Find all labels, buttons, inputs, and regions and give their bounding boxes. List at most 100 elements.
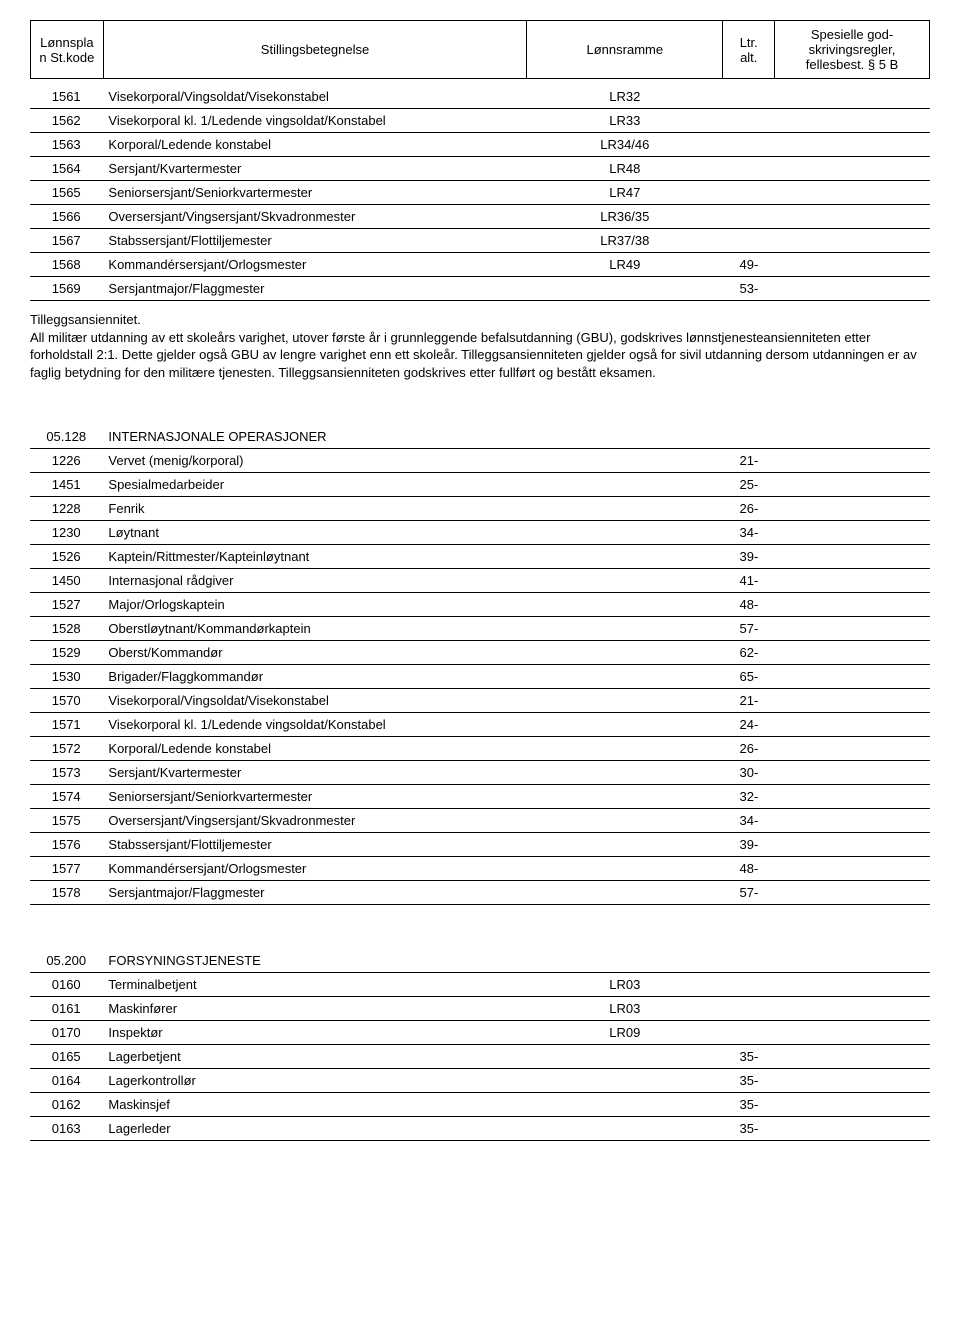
cell-spes xyxy=(775,761,930,785)
cell-ramme: LR47 xyxy=(527,181,724,205)
table-row: 1526Kaptein/Rittmester/Kapteinløytnant39… xyxy=(30,545,930,569)
cell-ltr xyxy=(723,229,775,253)
section-empty-spes xyxy=(775,945,930,973)
cell-kode: 1576 xyxy=(30,833,102,857)
cell-spes xyxy=(775,545,930,569)
section-title: INTERNASJONALE OPERASJONER xyxy=(102,421,526,449)
cell-kode: 1578 xyxy=(30,881,102,905)
cell-spes xyxy=(775,1093,930,1117)
cell-kode: 1564 xyxy=(30,157,102,181)
cell-ramme xyxy=(527,545,724,569)
cell-kode: 0160 xyxy=(30,973,102,997)
cell-still: Visekorporal/Vingsoldat/Visekonstabel xyxy=(102,85,526,109)
cell-spes xyxy=(775,1117,930,1141)
section-empty-spes xyxy=(775,421,930,449)
cell-ltr: 48- xyxy=(723,593,775,617)
table-row: 1226Vervet (menig/korporal)21- xyxy=(30,449,930,473)
header-kode: Lønnspla n St.kode xyxy=(31,21,104,79)
table-row: 1574Seniorsersjant/Seniorkvartermester32… xyxy=(30,785,930,809)
section-empty-ramme xyxy=(527,945,724,973)
cell-spes xyxy=(775,253,930,277)
cell-ramme xyxy=(527,1069,724,1093)
table-section-2: 05.128INTERNASJONALE OPERASJONER1226Verv… xyxy=(30,421,930,905)
cell-ltr: 34- xyxy=(723,809,775,833)
table-row: 1529Oberst/Kommandør62- xyxy=(30,641,930,665)
header-stilling: Stillingsbetegnelse xyxy=(103,21,526,79)
section-empty-ltr xyxy=(723,421,775,449)
cell-spes xyxy=(775,449,930,473)
cell-ramme xyxy=(527,641,724,665)
table-row: 0164Lagerkontrollør35- xyxy=(30,1069,930,1093)
cell-spes xyxy=(775,277,930,301)
cell-still: Oversersjant/Vingsersjant/Skvadronmester xyxy=(102,809,526,833)
table-row: 1578Sersjantmajor/Flaggmester57- xyxy=(30,881,930,905)
cell-spes xyxy=(775,973,930,997)
cell-still: Sersjantmajor/Flaggmester xyxy=(102,881,526,905)
cell-ramme xyxy=(527,761,724,785)
cell-ramme xyxy=(527,737,724,761)
cell-spes xyxy=(775,857,930,881)
cell-ltr xyxy=(723,1021,775,1045)
cell-still: Brigader/Flaggkommandør xyxy=(102,665,526,689)
cell-kode: 1451 xyxy=(30,473,102,497)
cell-ltr: 30- xyxy=(723,761,775,785)
cell-still: Sersjant/Kvartermester xyxy=(102,761,526,785)
cell-still: Sersjant/Kvartermester xyxy=(102,157,526,181)
cell-still: Internasjonal rådgiver xyxy=(102,569,526,593)
table-row: 1577Kommandérsersjant/Orlogsmester48- xyxy=(30,857,930,881)
cell-spes xyxy=(775,641,930,665)
cell-spes xyxy=(775,521,930,545)
cell-still: Korporal/Ledende konstabel xyxy=(102,737,526,761)
cell-spes xyxy=(775,997,930,1021)
table-row: 0161MaskinførerLR03 xyxy=(30,997,930,1021)
cell-still: Sersjantmajor/Flaggmester xyxy=(102,277,526,301)
section-empty-ltr xyxy=(723,945,775,973)
cell-ramme xyxy=(527,449,724,473)
cell-kode: 1574 xyxy=(30,785,102,809)
cell-spes xyxy=(775,1069,930,1093)
cell-ramme: LR09 xyxy=(527,1021,724,1045)
cell-ltr: 49- xyxy=(723,253,775,277)
cell-ltr: 26- xyxy=(723,737,775,761)
cell-ramme: LR36/35 xyxy=(527,205,724,229)
cell-ltr xyxy=(723,997,775,1021)
cell-ramme xyxy=(527,569,724,593)
cell-spes xyxy=(775,157,930,181)
table-section-1: 1561Visekorporal/Vingsoldat/Visekonstabe… xyxy=(30,85,930,301)
cell-kode: 0162 xyxy=(30,1093,102,1117)
cell-still: Visekorporal kl. 1/Ledende vingsoldat/Ko… xyxy=(102,713,526,737)
cell-ltr: 35- xyxy=(723,1069,775,1093)
cell-kode: 1228 xyxy=(30,497,102,521)
table-row: 1528Oberstløytnant/Kommandørkaptein57- xyxy=(30,617,930,641)
section-kode: 05.128 xyxy=(30,421,102,449)
cell-still: Maskinsjef xyxy=(102,1093,526,1117)
cell-still: Visekorporal/Vingsoldat/Visekonstabel xyxy=(102,689,526,713)
cell-still: Korporal/Ledende konstabel xyxy=(102,133,526,157)
cell-kode: 1568 xyxy=(30,253,102,277)
cell-spes xyxy=(775,473,930,497)
cell-ltr: 35- xyxy=(723,1117,775,1141)
table-row: 1571Visekorporal kl. 1/Ledende vingsolda… xyxy=(30,713,930,737)
cell-ramme: LR03 xyxy=(527,997,724,1021)
cell-still: Inspektør xyxy=(102,1021,526,1045)
cell-spes xyxy=(775,1045,930,1069)
cell-ramme: LR37/38 xyxy=(527,229,724,253)
cell-ramme xyxy=(527,809,724,833)
cell-spes xyxy=(775,205,930,229)
cell-ltr: 21- xyxy=(723,689,775,713)
cell-still: Seniorsersjant/Seniorkvartermester xyxy=(102,785,526,809)
table-row: 1230Løytnant34- xyxy=(30,521,930,545)
cell-kode: 1573 xyxy=(30,761,102,785)
cell-ramme xyxy=(527,1045,724,1069)
cell-kode: 1230 xyxy=(30,521,102,545)
cell-kode: 1566 xyxy=(30,205,102,229)
cell-still: Vervet (menig/korporal) xyxy=(102,449,526,473)
cell-ltr: 34- xyxy=(723,521,775,545)
cell-still: Visekorporal kl. 1/Ledende vingsoldat/Ko… xyxy=(102,109,526,133)
cell-still: Lagerbetjent xyxy=(102,1045,526,1069)
table-row: 1568Kommandérsersjant/OrlogsmesterLR4949… xyxy=(30,253,930,277)
table-row: 1567Stabssersjant/FlottiljemesterLR37/38 xyxy=(30,229,930,253)
table-row: 1530Brigader/Flaggkommandør65- xyxy=(30,665,930,689)
table-row: 1450Internasjonal rådgiver41- xyxy=(30,569,930,593)
cell-still: Kommandérsersjant/Orlogsmester xyxy=(102,857,526,881)
